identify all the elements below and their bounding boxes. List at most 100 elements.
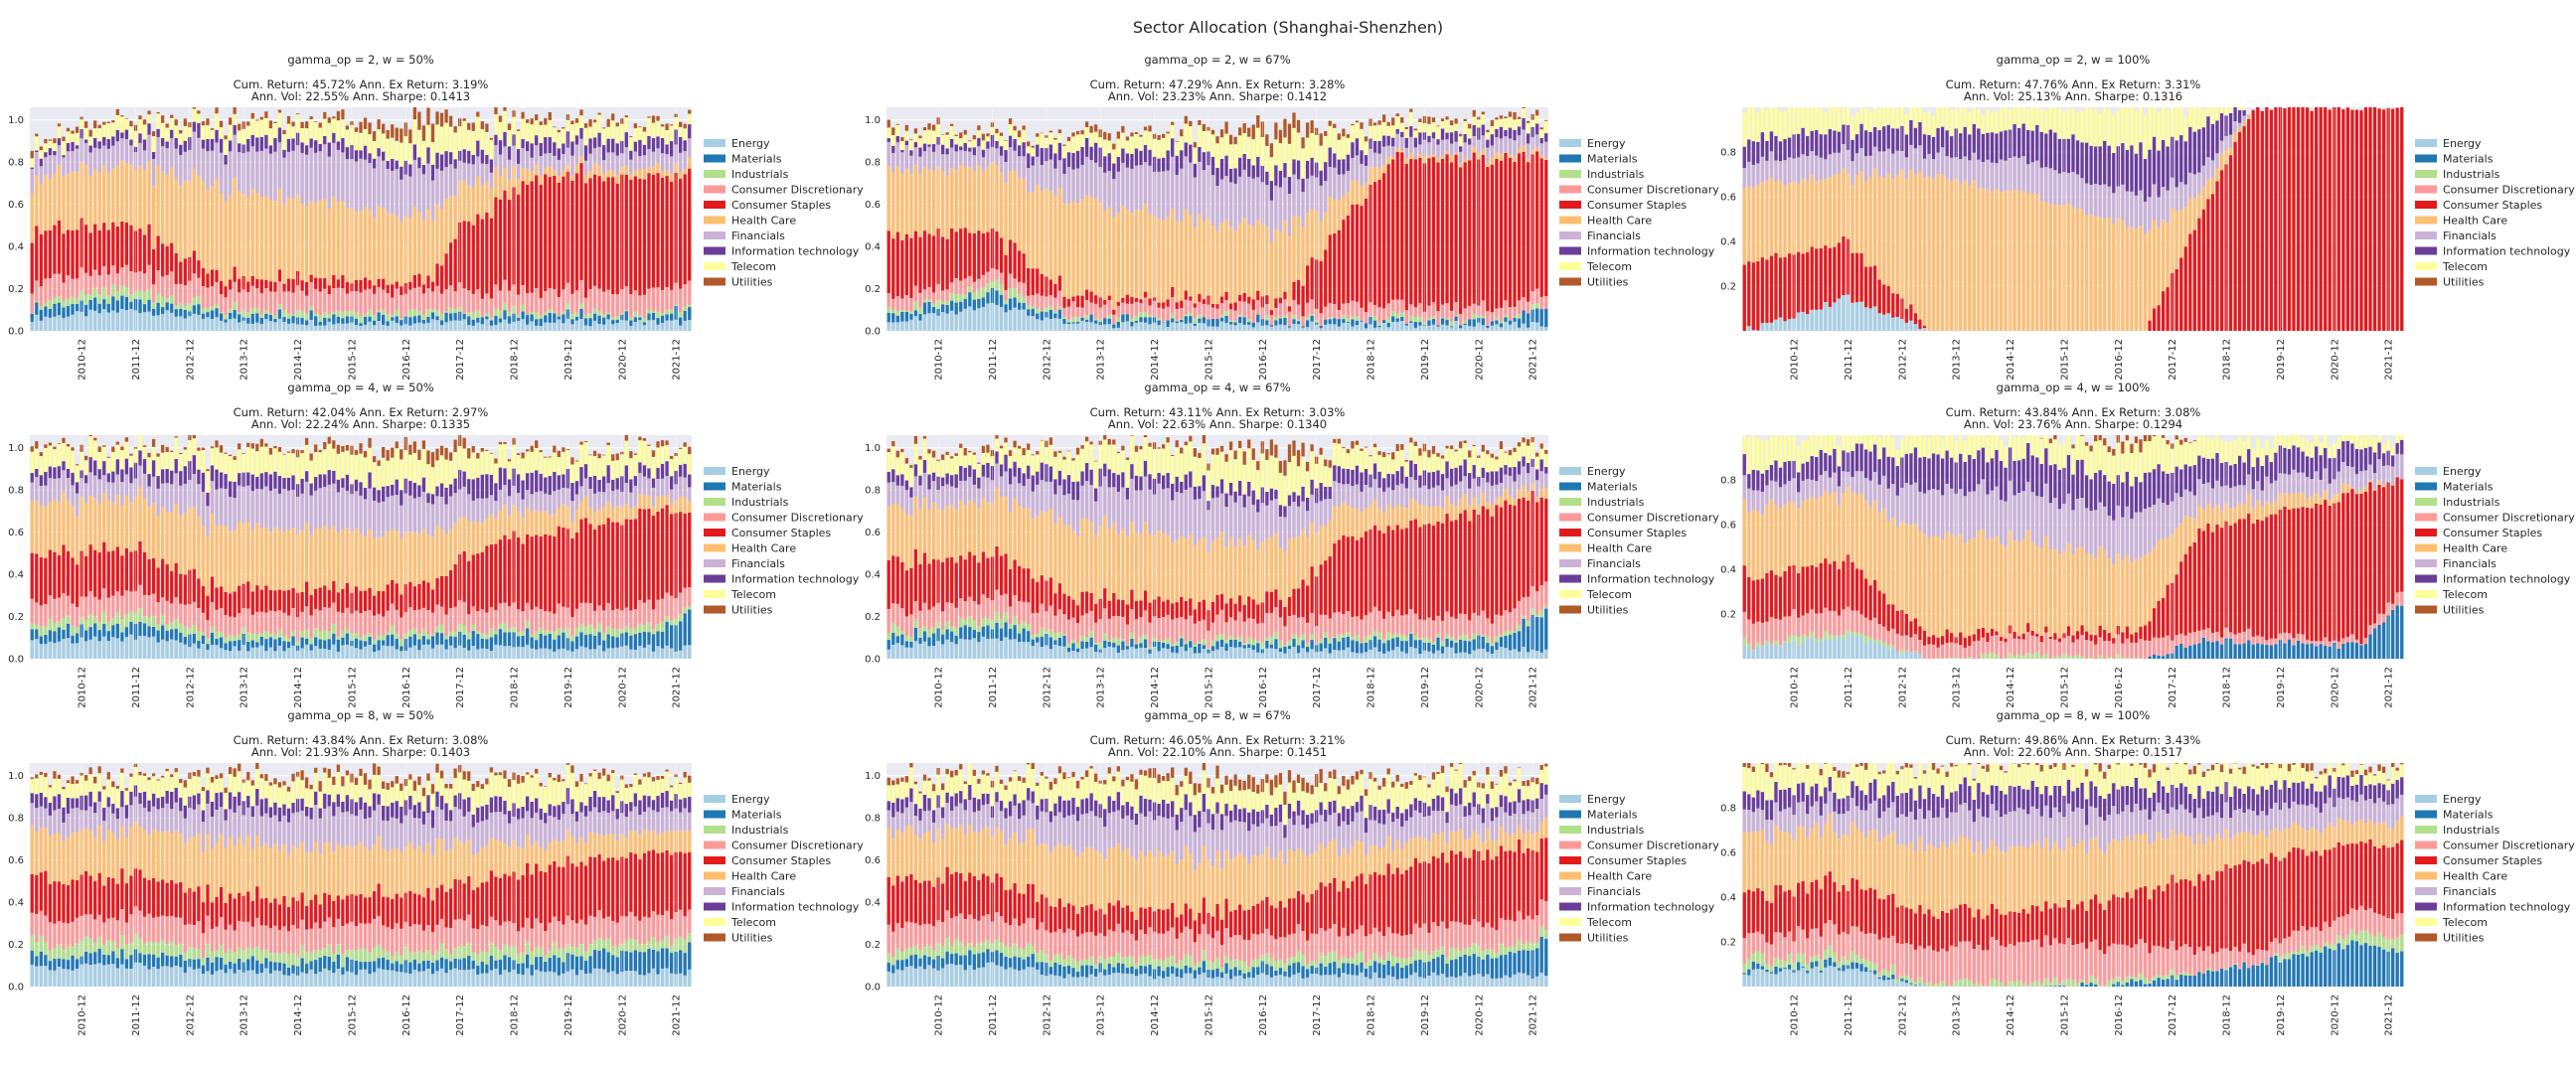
- bar-segment: [48, 178, 53, 230]
- bar-segment: [530, 181, 534, 293]
- bar-segment: [400, 318, 403, 321]
- bar-segment: [300, 453, 304, 479]
- bar-segment: [327, 117, 331, 123]
- bar-segment: [421, 319, 426, 324]
- bar-segment: [345, 125, 350, 130]
- bar-segment: [115, 108, 119, 115]
- bar-segment: [2242, 126, 2246, 331]
- bar-segment: [156, 270, 160, 294]
- bar-segment: [286, 278, 291, 292]
- bar-segment: [2188, 233, 2192, 331]
- bar-segment: [1247, 136, 1251, 159]
- bar-segment: [579, 280, 583, 303]
- bar-segment: [421, 448, 426, 478]
- bar-segment: [521, 284, 525, 305]
- bar-segment: [106, 138, 110, 149]
- bar-segment: [642, 294, 647, 319]
- bar-segment: [503, 632, 507, 647]
- bar-segment: [1927, 176, 1931, 331]
- bar-segment: [430, 536, 435, 590]
- chart-panel: gamma_op = 2, w = 100%Cum. Return: 47.76…: [1720, 53, 2575, 381]
- bar-segment: [516, 179, 521, 195]
- bar-segment: [1242, 301, 1246, 318]
- bar-segment: [129, 139, 133, 146]
- bar-segment: [2345, 107, 2349, 332]
- bar-segment: [1278, 170, 1283, 188]
- bar-segment: [2021, 107, 2025, 124]
- bar-segment: [1198, 119, 1202, 125]
- bar-segment: [2292, 107, 2296, 331]
- bar-segment: [165, 302, 169, 311]
- bar-segment: [562, 169, 565, 177]
- bar-segment: [219, 586, 224, 608]
- bar-segment: [1950, 109, 1954, 137]
- bar-segment: [35, 152, 39, 176]
- bar-segment: [1287, 143, 1292, 178]
- bar-segment: [174, 178, 178, 253]
- bar-segment: [224, 488, 228, 527]
- bar-segment: [574, 312, 579, 317]
- bar-segment: [1539, 143, 1543, 156]
- bar-segment: [941, 134, 945, 145]
- bar-segment: [332, 132, 336, 143]
- bar-segment: [503, 146, 507, 168]
- bar-segment: [1125, 167, 1130, 211]
- bar-segment: [462, 516, 466, 551]
- bar-segment: [183, 636, 187, 645]
- bar-segment: [421, 293, 426, 315]
- bar-segment: [417, 311, 421, 316]
- bar-segment: [557, 635, 561, 650]
- bar-segment: [1166, 131, 1170, 134]
- bar-segment: [2201, 186, 2206, 210]
- bar-segment: [535, 325, 539, 331]
- bar-segment: [1233, 310, 1237, 321]
- bar-segment: [1863, 156, 1868, 182]
- bar-segment: [400, 490, 403, 506]
- bar-segment: [1981, 188, 1986, 331]
- bar-segment: [314, 477, 318, 491]
- bar-segment: [521, 543, 525, 612]
- bar-segment: [1742, 188, 1746, 265]
- bar-segment: [66, 638, 71, 659]
- bar-segment: [553, 536, 557, 614]
- bar-segment: [318, 528, 322, 588]
- bar-segment: [1071, 323, 1075, 331]
- bar-segment: [1454, 141, 1458, 153]
- bar-segment: [1815, 181, 1819, 249]
- bar-segment: [382, 160, 386, 208]
- bar-segment: [954, 277, 958, 295]
- bar-segment: [1224, 176, 1228, 220]
- bar-segment: [968, 147, 972, 152]
- bar-segment: [44, 316, 48, 331]
- bar-segment: [1053, 310, 1057, 314]
- bar-segment: [1774, 160, 1778, 183]
- bar-segment: [544, 477, 548, 494]
- bar-segment: [2143, 114, 2148, 160]
- bar-segment: [489, 139, 494, 160]
- x-tick-label: 2020-12: [1474, 339, 1485, 381]
- bar-segment: [1215, 304, 1219, 309]
- bar-segment: [1778, 110, 1783, 142]
- bar-segment: [1066, 306, 1071, 320]
- bar-segment: [1328, 234, 1332, 304]
- bar-segment: [1360, 150, 1364, 164]
- bar-segment: [665, 144, 669, 155]
- bar-segment: [142, 150, 147, 171]
- bar-segment: [1210, 134, 1215, 157]
- bar-segment: [439, 154, 444, 171]
- bar-segment: [386, 497, 390, 532]
- bar-segment: [1769, 151, 1774, 178]
- bar-segment: [1171, 156, 1175, 210]
- bar-segment: [562, 632, 565, 649]
- bar-segment: [1251, 139, 1255, 166]
- bar-segment: [592, 610, 597, 629]
- bar-segment: [535, 145, 539, 165]
- bar-segment: [124, 286, 129, 297]
- legend-label: Information technology: [731, 245, 860, 258]
- bar-segment: [1395, 148, 1399, 152]
- bar-segment: [408, 532, 412, 582]
- bar-segment: [656, 287, 660, 312]
- bar-segment: [255, 443, 259, 452]
- bar-segment: [165, 310, 169, 331]
- bar-segment: [574, 144, 579, 165]
